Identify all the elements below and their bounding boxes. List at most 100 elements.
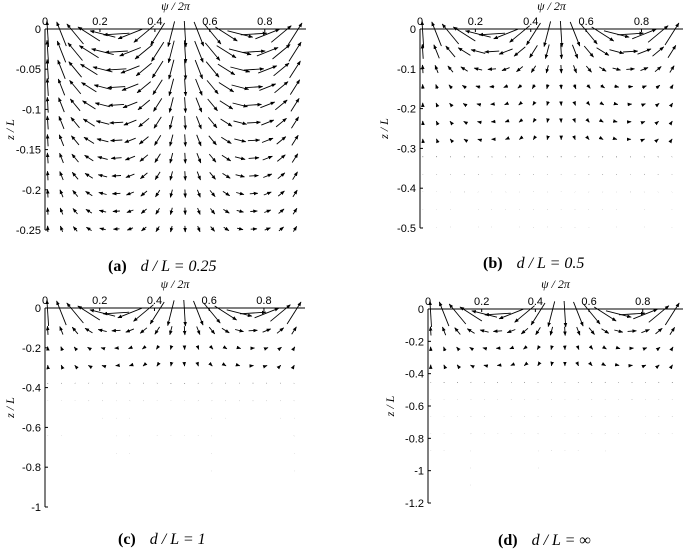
velocity-arrow [91, 48, 114, 56]
velocity-arrow [183, 115, 188, 130]
velocity-arrow [228, 48, 252, 56]
y-tick-label: -0.2 [22, 343, 41, 355]
velocity-arrow [196, 153, 202, 164]
velocity-arrow [193, 21, 205, 47]
velocity-arrow [169, 225, 174, 233]
velocity-arrow [487, 67, 497, 71]
velocity-arrow [642, 347, 648, 351]
velocity-arrow [194, 40, 204, 63]
velocity-arrow [236, 226, 244, 231]
velocity-arrow [138, 117, 150, 128]
velocity-arrow [72, 226, 78, 232]
velocity-arrow [290, 364, 295, 370]
velocity-arrow [602, 345, 607, 350]
velocity-arrow [134, 44, 153, 60]
x-tick-label: 0.6 [202, 295, 217, 307]
velocity-arrow [478, 32, 506, 37]
velocity-arrow [89, 309, 116, 317]
velocity-arrow [97, 156, 108, 160]
panel-caption: (b) d / L = 0.5 [483, 255, 584, 272]
velocity-arrow [640, 121, 646, 125]
velocity-arrow [235, 174, 245, 178]
velocity-arrow [469, 347, 475, 352]
velocity-arrow [263, 173, 273, 178]
velocity-arrow [544, 44, 550, 60]
velocity-arrow [169, 171, 173, 181]
velocity-arrow [89, 30, 116, 38]
panel-caption: (c) d / L = 1 [118, 531, 206, 548]
velocity-arrow [196, 171, 201, 181]
velocity-arrow [459, 306, 483, 322]
velocity-arrow [154, 171, 161, 180]
velocity-arrow [291, 153, 299, 163]
velocity-arrow [234, 156, 246, 161]
velocity-arrow [183, 189, 187, 198]
velocity-arrow [449, 102, 454, 108]
velocity-arrow [183, 97, 188, 114]
velocity-arrow [234, 328, 244, 333]
velocity-arrow [655, 84, 661, 90]
velocity-arrow [168, 59, 175, 80]
caption-letter: (b) [483, 255, 503, 272]
velocity-arrow [547, 301, 556, 328]
y-tick-label: -0.1 [22, 104, 41, 116]
velocity-arrow [276, 364, 282, 370]
velocity-arrow [239, 310, 267, 315]
velocity-arrow [601, 328, 610, 334]
velocity-arrow [209, 190, 216, 197]
velocity-arrow [155, 189, 161, 198]
y-tick-label: -0.05 [16, 64, 41, 76]
velocity-arrow [167, 21, 176, 48]
velocity-arrow [452, 26, 476, 42]
velocity-arrow [523, 361, 529, 366]
velocity-arrow [124, 137, 136, 143]
velocity-arrow [154, 153, 161, 163]
velocity-arrow [221, 154, 232, 162]
velocity-arrow [465, 30, 491, 38]
velocity-arrow [124, 155, 136, 161]
velocity-arrow [654, 66, 662, 73]
velocity-arrow [576, 326, 581, 336]
velocity-arrow [291, 134, 299, 146]
velocity-arrow [196, 207, 201, 215]
caption-expression: d / L = 1 [150, 531, 206, 548]
velocity-arrow [442, 326, 447, 336]
x-tick-label: 0.4 [147, 16, 162, 28]
velocity-arrow [210, 226, 215, 232]
velocity-arrow [248, 156, 260, 160]
velocity-arrow [626, 67, 635, 71]
velocity-arrow [107, 85, 126, 90]
velocity-arrow [550, 345, 554, 351]
velocity-arrow [249, 173, 259, 178]
y-tick-label: -0.4 [405, 369, 424, 381]
velocity-arrow [151, 41, 165, 62]
velocity-arrow [563, 300, 568, 328]
velocity-arrow [291, 346, 296, 352]
velocity-arrow [667, 45, 677, 58]
velocity-arrow [654, 364, 660, 370]
velocity-arrow [641, 329, 650, 334]
velocity-arrow [140, 190, 148, 197]
velocity-arrow [82, 118, 95, 127]
velocity-arrow [536, 345, 541, 350]
velocity-arrow [236, 209, 244, 213]
velocity-arrow [149, 301, 165, 325]
velocity-arrow [655, 327, 663, 335]
velocity-arrow [45, 170, 50, 181]
velocity-arrow [195, 345, 200, 350]
velocity-arrow [669, 65, 675, 73]
velocity-arrow [66, 302, 84, 324]
velocity-arrow [518, 118, 524, 123]
x-tick-label: 0.8 [635, 296, 650, 308]
velocity-arrow [155, 208, 160, 215]
panel-c: 0 0.2 0.4 0.6 0.8 0 -0.2 -0.4 -0.6 -0.8 -1 ψ / 2π z … [3, 277, 305, 548]
velocity-arrow [80, 63, 98, 76]
velocity-arrow [585, 100, 591, 106]
velocity-arrow [71, 153, 79, 163]
x-tick-label: 0.6 [581, 296, 596, 308]
velocity-arrow [593, 306, 617, 322]
velocity-arrow [276, 327, 285, 334]
velocity-arrow [58, 97, 65, 113]
velocity-arrow [435, 102, 440, 108]
velocity-arrow [259, 83, 277, 91]
